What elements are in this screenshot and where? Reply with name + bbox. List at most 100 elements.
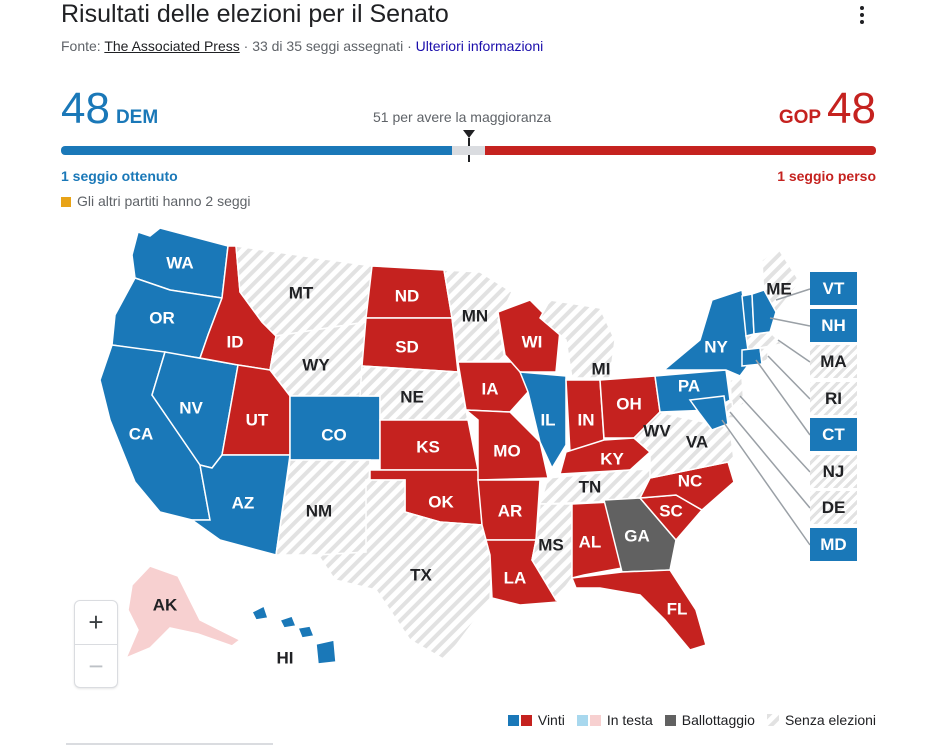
state-label-WY: WY <box>302 356 330 375</box>
state-label-PA: PA <box>678 377 700 396</box>
state-label-AL: AL <box>579 533 602 552</box>
legend-won-label: Vinti <box>537 712 565 728</box>
state-MN[interactable] <box>443 269 513 363</box>
state-label-IA: IA <box>482 380 499 399</box>
seats-assigned: 33 di 35 seggi assegnati <box>252 38 404 54</box>
state-NJ[interactable] <box>729 377 745 412</box>
state-RI[interactable] <box>759 347 769 363</box>
dem-change: 1 seggio ottenuto <box>61 168 178 184</box>
small-state-box-NJ[interactable]: NJ <box>810 455 857 488</box>
state-label-MT: MT <box>289 284 314 303</box>
others-swatch-icon <box>61 197 71 207</box>
state-AK[interactable] <box>124 565 242 660</box>
state-label-FL: FL <box>667 600 688 619</box>
gop-count-number: 48 <box>827 84 876 133</box>
page-title: Risultati delle elezioni per il Senato <box>61 0 449 28</box>
zoom-control: + − <box>74 600 118 688</box>
majority-marker-icon <box>463 130 475 138</box>
dem-swatch-icon <box>507 714 519 726</box>
state-label-OH: OH <box>616 395 642 414</box>
state-label-WA: WA <box>166 254 193 273</box>
state-label-MO: MO <box>493 442 520 461</box>
state-label-MI: MI <box>592 360 611 379</box>
no-election-swatch-icon <box>766 714 779 726</box>
small-state-box-VT[interactable]: VT <box>810 272 857 305</box>
state-label-NE: NE <box>400 388 424 407</box>
state-label-MN: MN <box>462 307 488 326</box>
legend-leading: In testa <box>576 712 653 728</box>
state-label-UT: UT <box>246 411 269 430</box>
bottom-divider <box>66 743 273 745</box>
gop-label: GOP <box>778 107 822 128</box>
majority-label: 51 per avere la maggioranza <box>373 109 552 125</box>
legend-runoff-label: Ballottaggio <box>681 712 755 728</box>
state-FL[interactable] <box>570 569 707 651</box>
state-label-KY: KY <box>600 450 624 469</box>
state-GA[interactable] <box>603 497 677 573</box>
state-label-TX: TX <box>410 566 432 585</box>
state-IL[interactable] <box>518 371 567 470</box>
state-label-VA: VA <box>686 433 708 452</box>
state-MD[interactable] <box>688 395 729 431</box>
state-label-HI: HI <box>277 649 294 668</box>
more-info-link[interactable]: Ulteriori informazioni <box>415 38 544 54</box>
state-MA[interactable] <box>745 331 784 351</box>
state-label-NY: NY <box>704 338 728 357</box>
state-label-AR: AR <box>498 502 523 521</box>
small-state-box-MA[interactable]: MA <box>810 345 857 378</box>
state-MI[interactable] <box>539 299 616 379</box>
small-state-box-DE[interactable]: DE <box>810 491 857 524</box>
state-label-ND: ND <box>395 287 420 306</box>
state-label-AK: AK <box>153 596 178 615</box>
gop-seat-count: GOP 48 <box>779 84 876 134</box>
small-state-leaders <box>721 288 811 546</box>
state-WV[interactable] <box>632 411 686 454</box>
state-label-IL: IL <box>540 411 555 430</box>
state-NY[interactable] <box>661 289 753 377</box>
state-label-SC: SC <box>659 502 683 521</box>
state-label-WI: WI <box>522 333 543 352</box>
state-label-WV: WV <box>643 422 671 441</box>
legend-no-election: Senza elezioni <box>766 712 876 728</box>
state-label-ID: ID <box>227 333 244 352</box>
source-link[interactable]: The Associated Press <box>104 38 240 54</box>
others-text: Gli altri partiti hanno 2 seggi <box>77 193 251 209</box>
state-label-MS: MS <box>538 536 564 555</box>
state-label-GA: GA <box>624 527 650 546</box>
seat-balance-bar <box>61 146 876 155</box>
state-label-IN: IN <box>578 411 595 430</box>
more-options-icon[interactable] <box>852 4 872 28</box>
zoom-out-button[interactable]: − <box>88 651 104 681</box>
state-HI[interactable] <box>250 604 337 665</box>
state-label-KS: KS <box>416 438 440 457</box>
legend-runoff: Ballottaggio <box>664 712 755 728</box>
zoom-in-button[interactable]: + <box>75 601 117 645</box>
state-label-LA: LA <box>504 569 527 588</box>
dem-bar-segment <box>61 146 452 155</box>
others-note: Gli altri partiti hanno 2 seggi <box>61 193 251 209</box>
state-label-AZ: AZ <box>232 494 255 513</box>
small-state-box-NH[interactable]: NH <box>810 309 857 342</box>
state-label-SD: SD <box>395 338 419 357</box>
gop-swatch-icon <box>520 714 532 726</box>
leading-gop-swatch-icon <box>589 714 601 726</box>
map-legend: Vinti In testa Ballottaggio Senza elezio… <box>496 712 876 728</box>
state-label-CO: CO <box>321 426 347 445</box>
state-label-ME: ME <box>766 280 792 299</box>
state-VA[interactable] <box>649 417 735 479</box>
state-label-OR: OR <box>149 309 175 328</box>
source-prefix: Fonte: <box>61 38 105 54</box>
state-NH[interactable] <box>751 289 777 335</box>
state-IA[interactable] <box>457 361 529 413</box>
state-TX[interactable] <box>316 479 493 661</box>
legend-no-election-label: Senza elezioni <box>784 712 876 728</box>
dem-label: DEM <box>115 107 159 128</box>
small-state-box-CT[interactable]: CT <box>810 418 857 451</box>
small-state-box-RI[interactable]: RI <box>810 382 857 415</box>
state-label-NC: NC <box>678 472 703 491</box>
state-label-TN: TN <box>579 478 602 497</box>
small-state-box-MD[interactable]: MD <box>810 528 857 561</box>
legend-won: Vinti <box>507 712 565 728</box>
source-line: Fonte: The Associated Press · 33 di 35 s… <box>61 38 543 54</box>
